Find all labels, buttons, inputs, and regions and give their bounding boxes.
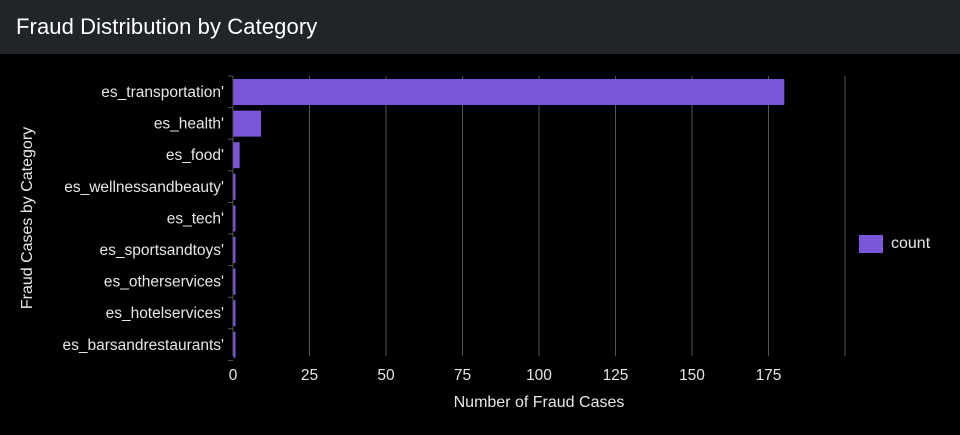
- bar: [233, 142, 240, 169]
- category-label: es_health': [154, 116, 224, 133]
- x-tick-label: 150: [679, 367, 705, 384]
- x-tick-label: 75: [454, 367, 471, 384]
- x-axis-title: Number of Fraud Cases: [454, 394, 625, 411]
- chart-area: es_transportation' es_health' es_food' es_w…: [0, 54, 960, 430]
- category-label: es_sportsandtoys': [100, 242, 224, 259]
- category-label: es_wellnessandbeauty': [64, 179, 224, 196]
- bar: [233, 300, 236, 327]
- legend-label: count: [891, 235, 931, 252]
- panel-header: Fraud Distribution by Category: [0, 0, 960, 54]
- category-label: es_otherservices': [104, 274, 224, 291]
- bar: [233, 268, 236, 295]
- category-label: es_tech': [167, 210, 224, 227]
- category-label: es_hotelservices': [106, 305, 224, 322]
- y-axis-title: Fraud Cases by Category: [19, 127, 36, 309]
- bar: [233, 205, 236, 232]
- legend-swatch: [859, 235, 883, 253]
- bar: [233, 173, 236, 200]
- x-tick-label: 175: [756, 367, 782, 384]
- category-label: es_food': [166, 147, 224, 164]
- bar-chart: es_transportation' es_health' es_food' es_w…: [19, 75, 846, 411]
- bar: [233, 331, 236, 358]
- category-label: es_barsandrestaurants': [62, 337, 224, 354]
- category-label: es_transportation': [101, 84, 224, 101]
- legend[interactable]: count: [859, 235, 930, 253]
- x-tick-label: 25: [301, 367, 318, 384]
- bar: [233, 237, 236, 263]
- panel-title: Fraud Distribution by Category: [16, 14, 318, 39]
- bar: [233, 110, 262, 137]
- x-tick-label: 125: [603, 367, 629, 384]
- x-tick-label: 100: [526, 367, 552, 384]
- x-tick-label: 50: [377, 367, 395, 384]
- x-tick-label: 0: [229, 367, 238, 384]
- bar: [233, 79, 785, 105]
